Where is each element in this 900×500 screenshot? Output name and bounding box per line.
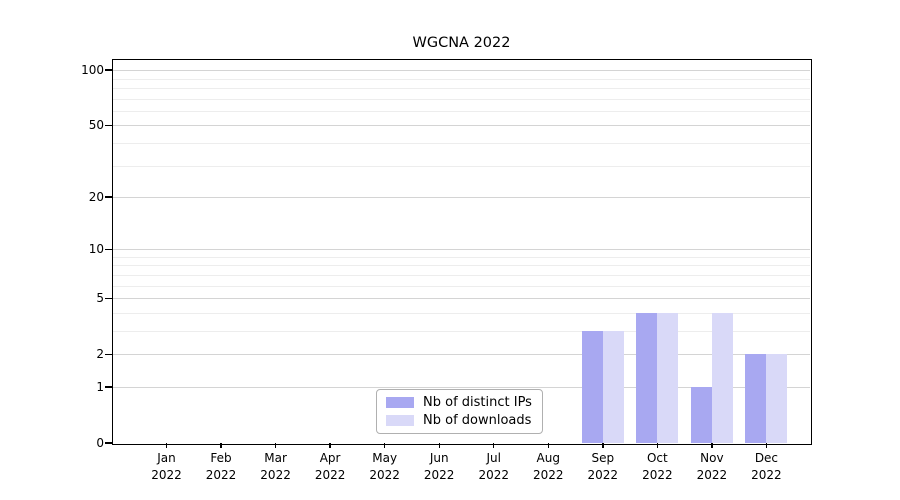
legend-item: Nb of distinct IPs	[386, 395, 532, 410]
x-tick-mark	[274, 443, 277, 448]
bar-distinct-ips	[745, 354, 767, 443]
x-tick-mark	[329, 443, 331, 448]
y-tick-label: 0	[96, 436, 104, 450]
x-tick-mark	[438, 443, 440, 448]
x-tick-mark	[656, 443, 659, 448]
legend-label: Nb of distinct IPs	[423, 395, 532, 410]
x-tick-mark	[602, 443, 604, 448]
bar-downloads	[602, 331, 624, 443]
x-tick-label: Jan 2022	[151, 451, 182, 482]
x-tick-label: Dec 2022	[751, 451, 782, 482]
plot-area: Nb of distinct IPs Nb of downloads	[113, 60, 810, 443]
y-tick-mark	[105, 386, 113, 388]
x-tick-mark	[493, 443, 495, 448]
major-gridline	[113, 197, 810, 199]
x-tick-label: Aug 2022	[532, 451, 564, 482]
bar-distinct-ips	[690, 387, 712, 443]
y-tick-mark	[105, 297, 113, 299]
minor-gridline	[113, 274, 810, 276]
legend-swatch	[386, 415, 414, 426]
legend-label: Nb of downloads	[423, 413, 532, 428]
major-gridline	[113, 298, 810, 300]
minor-gridline	[113, 110, 810, 112]
minor-gridline	[113, 142, 810, 144]
major-gridline	[113, 249, 810, 251]
y-tick-label: 2	[96, 347, 104, 362]
x-tick-label: May 2022	[369, 451, 400, 482]
bar-downloads	[711, 312, 733, 443]
x-tick-mark	[383, 443, 386, 448]
bar-distinct-ips	[636, 312, 658, 443]
y-tick-mark	[105, 124, 113, 127]
minor-gridline	[113, 256, 810, 258]
legend-swatch	[386, 397, 414, 408]
x-tick-mark	[765, 443, 768, 448]
x-tick-label: Jun 2022	[423, 451, 455, 482]
minor-gridline	[113, 165, 810, 167]
y-tick-mark	[105, 442, 113, 444]
major-gridline	[113, 386, 810, 388]
y-tick-label: 1	[96, 379, 104, 394]
x-tick-label: Nov 2022	[696, 451, 728, 482]
x-tick-label: Sep 2022	[587, 451, 619, 482]
x-tick-mark	[165, 443, 168, 448]
x-tick-mark	[711, 443, 713, 448]
major-gridline	[113, 70, 810, 72]
minor-gridline	[113, 98, 810, 100]
major-gridline	[113, 125, 810, 127]
minor-gridline	[113, 265, 810, 267]
x-tick-label: Feb 2022	[205, 451, 237, 482]
x-tick-label: Mar 2022	[260, 451, 291, 482]
y-tick-mark	[105, 69, 113, 71]
x-tick-label: Jul 2022	[478, 451, 509, 482]
y-tick-label: 100	[81, 63, 104, 78]
legend: Nb of distinct IPs Nb of downloads	[376, 389, 543, 434]
minor-gridline	[113, 285, 810, 287]
y-tick-label: 10	[88, 242, 104, 257]
minor-gridline	[113, 87, 810, 89]
y-tick-label: 50	[88, 118, 104, 133]
minor-gridline	[113, 330, 810, 332]
chart-title: WGCNA 2022	[412, 35, 511, 51]
y-tick-mark	[105, 196, 113, 198]
y-tick-mark	[105, 248, 113, 250]
minor-gridline	[113, 312, 810, 314]
x-tick-label: Apr 2022	[314, 451, 346, 482]
y-tick-mark	[105, 353, 113, 355]
minor-gridline	[113, 78, 810, 80]
y-tick-label: 5	[96, 291, 104, 306]
bar-downloads	[766, 354, 788, 443]
bar-downloads	[657, 312, 679, 443]
x-tick-mark	[547, 443, 549, 448]
major-gridline	[113, 354, 810, 356]
y-tick-label: 20	[88, 190, 104, 205]
bar-distinct-ips	[581, 331, 603, 443]
x-tick-label: Oct 2022	[642, 451, 673, 482]
x-tick-mark	[220, 443, 222, 448]
legend-item: Nb of downloads	[386, 413, 532, 428]
